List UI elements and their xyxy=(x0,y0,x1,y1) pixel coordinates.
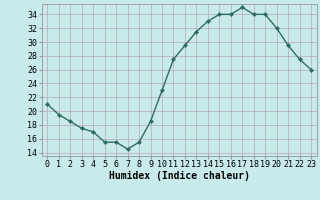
X-axis label: Humidex (Indice chaleur): Humidex (Indice chaleur) xyxy=(109,171,250,181)
